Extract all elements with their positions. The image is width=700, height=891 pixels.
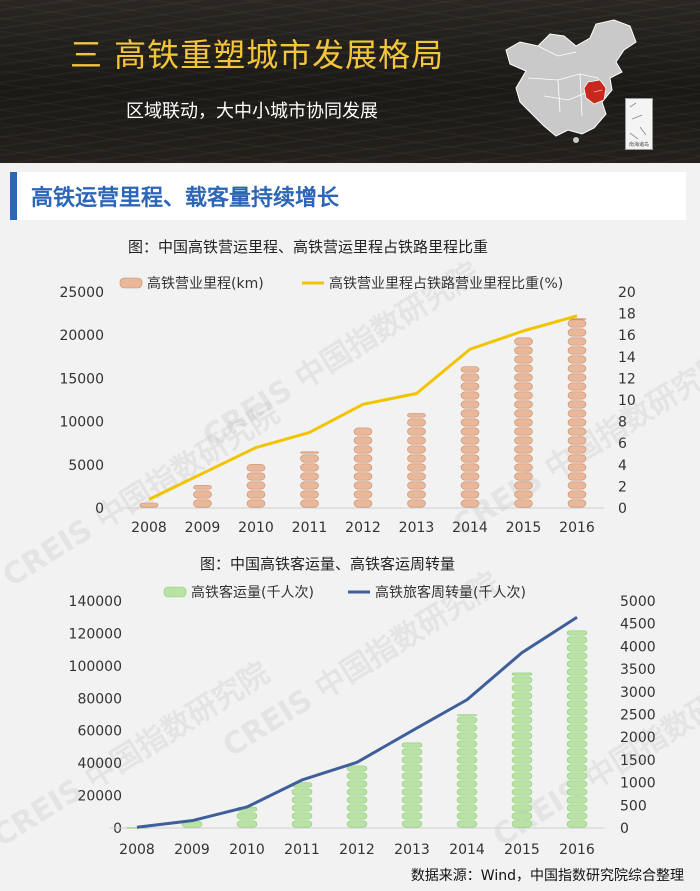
- x-tick-label: 2008: [119, 842, 155, 858]
- y-tick-label: 60000: [77, 724, 122, 740]
- bar: [407, 413, 426, 508]
- legend-bar-swatch: [163, 586, 187, 598]
- legend-label: 高铁旅客周转量(千人次): [375, 584, 526, 601]
- bar: [456, 714, 478, 828]
- y-tick-label: 100000: [69, 659, 122, 675]
- south-sea-islands-icon: 南海诸岛: [629, 102, 649, 148]
- legend-label: 高铁营业里程占铁路营业里程比重(%): [329, 275, 563, 292]
- x-tick-label: 2016: [559, 842, 595, 858]
- section-title: 高铁运营里程、载客量持续增长: [31, 186, 340, 211]
- chart1-title: 图：中国高铁营运里程、高铁营运里程占铁路里程比重: [128, 238, 489, 256]
- y2-tick-label: 0: [618, 501, 627, 517]
- x-tick-label: 2015: [504, 842, 540, 858]
- section-header: 高铁运营里程、载客量持续增长: [10, 172, 686, 220]
- x-tick-label: 2015: [506, 520, 542, 536]
- y2-tick-label: 6: [618, 436, 627, 452]
- bar: [514, 337, 533, 508]
- bar: [511, 672, 533, 828]
- banner-title: 三 高铁重塑城市发展格局: [70, 36, 445, 74]
- series-line: [136, 616, 578, 829]
- y2-tick-label: 20: [618, 285, 636, 301]
- x-tick-label: 2009: [174, 842, 210, 858]
- x-tick-label: 2010: [238, 520, 274, 536]
- x-tick-label: 2016: [559, 520, 595, 536]
- bar: [346, 765, 368, 828]
- map-inset: 南海诸岛: [625, 98, 653, 150]
- y2-tick-label: 10: [618, 393, 636, 409]
- y2-tick-label: 3500: [620, 662, 656, 678]
- x-tick-label: 2011: [284, 842, 320, 858]
- bar: [300, 451, 319, 508]
- y2-tick-label: 2: [618, 479, 627, 495]
- x-tick-label: 2010: [229, 842, 265, 858]
- y-tick-label: 10000: [59, 415, 104, 431]
- y-tick-label: 120000: [69, 626, 122, 642]
- y2-tick-label: 4: [618, 458, 627, 474]
- y-tick-label: 25000: [59, 285, 104, 301]
- bar: [291, 782, 313, 828]
- x-tick-label: 2009: [185, 520, 221, 536]
- chart1-mileage: 0 5000 10000 15000 20000 25000 0 2 4 6 8 10 12 14 16 18…: [59, 275, 636, 536]
- data-source-note: 数据来源：Wind，中国指数研究院综合整理: [410, 868, 684, 884]
- bar: [139, 502, 159, 508]
- y2-tick-label: 18: [618, 307, 636, 323]
- x-tick-label: 2012: [339, 842, 375, 858]
- y2-tick-label: 12: [618, 371, 636, 387]
- y2-tick-label: 3000: [620, 685, 656, 701]
- bar: [401, 742, 423, 828]
- y2-tick-label: 4000: [620, 639, 656, 655]
- legend-bar-swatch: [119, 277, 143, 289]
- bar: [246, 464, 266, 508]
- y-tick-label: 0: [113, 821, 122, 837]
- y-tick-label: 40000: [77, 756, 122, 772]
- header-banner: 三 高铁重塑城市发展格局 区域联动，大中小城市协同发展 南海诸岛: [0, 0, 700, 163]
- series-line: [148, 314, 578, 501]
- y-tick-label: 80000: [77, 691, 122, 707]
- y2-tick-label: 5000: [620, 594, 656, 610]
- bar: [353, 427, 373, 508]
- y2-tick-label: 14: [618, 350, 636, 366]
- y-tick-label: 20000: [59, 328, 104, 344]
- y-tick-label: 0: [95, 501, 104, 517]
- y2-tick-label: 0: [620, 821, 629, 837]
- y2-tick-label: 2000: [620, 730, 656, 746]
- china-map-icon: [505, 19, 637, 143]
- chart2-title: 图：中国高铁客运量、高铁客运周转量: [200, 555, 456, 573]
- y2-tick-label: 4500: [620, 617, 656, 633]
- map-inset-label: 南海诸岛: [629, 141, 649, 148]
- bar: [193, 485, 212, 508]
- x-tick-label: 2008: [131, 520, 167, 536]
- x-tick-label: 2013: [394, 842, 430, 858]
- y2-tick-label: 1500: [620, 753, 656, 769]
- x-tick-label: 2014: [452, 520, 488, 536]
- y-tick-label: 15000: [59, 371, 104, 387]
- x-tick-label: 2014: [449, 842, 485, 858]
- y2-tick-label: 16: [618, 328, 636, 344]
- bar: [567, 318, 587, 508]
- y2-tick-label: 1000: [620, 776, 656, 792]
- y2-tick-label: 8: [618, 415, 627, 431]
- legend-label: 高铁营业里程(km): [147, 275, 264, 292]
- y2-tick-label: 500: [620, 798, 647, 814]
- legend: 高铁营业里程(km) 高铁营业里程占铁路营业里程比重(%): [119, 275, 563, 292]
- banner-subtitle: 区域联动，大中小城市协同发展: [126, 101, 378, 122]
- chart2-passengers: 0 20000 40000 60000 80000 100000 120000 140000 0…: [69, 584, 656, 858]
- y-tick-label: 20000: [77, 789, 122, 805]
- bar: [460, 366, 480, 508]
- bar: [566, 630, 588, 828]
- x-tick-label: 2012: [345, 520, 381, 536]
- x-tick-label: 2011: [292, 520, 328, 536]
- legend-label: 高铁客运量(千人次): [191, 584, 314, 601]
- y-tick-label: 5000: [68, 458, 104, 474]
- x-tick-label: 2013: [399, 520, 435, 536]
- y-tick-label: 140000: [69, 594, 122, 610]
- y2-tick-label: 2500: [620, 708, 656, 724]
- legend: 高铁客运量(千人次) 高铁旅客周转量(千人次): [163, 584, 526, 601]
